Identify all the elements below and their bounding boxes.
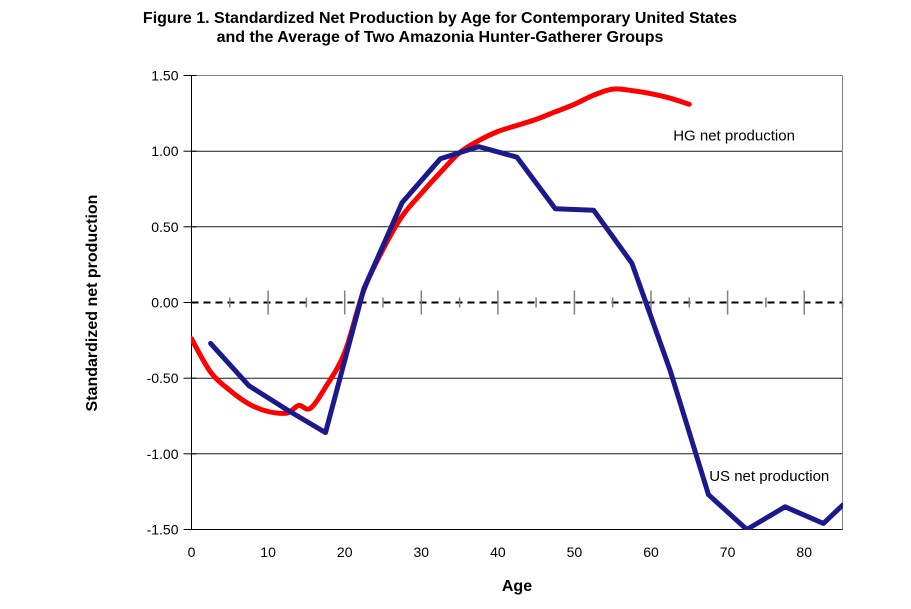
- hg-series-label: HG net production: [673, 128, 795, 145]
- chart-title: Figure 1. Standardized Net Production by…: [0, 9, 880, 47]
- annotations-group: Standardized net production Age HG net p…: [84, 128, 829, 595]
- y-axis-title: Standardized net production: [84, 195, 101, 412]
- x-tick-label: 70: [720, 544, 736, 560]
- series-group: [191, 86, 843, 530]
- y-tick-label: -1.50: [147, 522, 179, 538]
- y-tick-label: 1.00: [151, 143, 178, 159]
- x-axis-title: Age: [502, 578, 532, 595]
- gridlines-group: [191, 150, 844, 455]
- y-tick-label: 1.50: [151, 68, 178, 84]
- y-tick-label: -0.50: [147, 370, 179, 386]
- us-series-line: [208, 144, 843, 530]
- us-series-label: US net production: [709, 468, 829, 485]
- y-tick-label: 0.00: [151, 295, 178, 311]
- x-tick-label: 80: [796, 544, 812, 560]
- x-tick-label: 60: [643, 544, 659, 560]
- x-tick-label: 10: [260, 544, 276, 560]
- y-tick-label: 0.50: [151, 219, 178, 235]
- chart-title-line2: and the Average of Two Amazonia Hunter-G…: [216, 29, 664, 46]
- axes-group: [183, 75, 843, 530]
- x-tick-label: 30: [414, 544, 430, 560]
- x-tick-label: 0: [188, 544, 196, 560]
- chart-title-line1: Figure 1. Standardized Net Production by…: [142, 10, 738, 27]
- tick-labels-group: 1.50 1.00 0.50 0.00 -0.50 -1.00 -1.50 0 10 20 30 40…: [147, 68, 813, 561]
- x-tick-label: 40: [490, 544, 506, 560]
- y-tick-label: -1.00: [147, 446, 179, 462]
- x-tick-label: 20: [337, 544, 353, 560]
- x-tick-label: 50: [567, 544, 583, 560]
- hg-series-line: [191, 86, 692, 416]
